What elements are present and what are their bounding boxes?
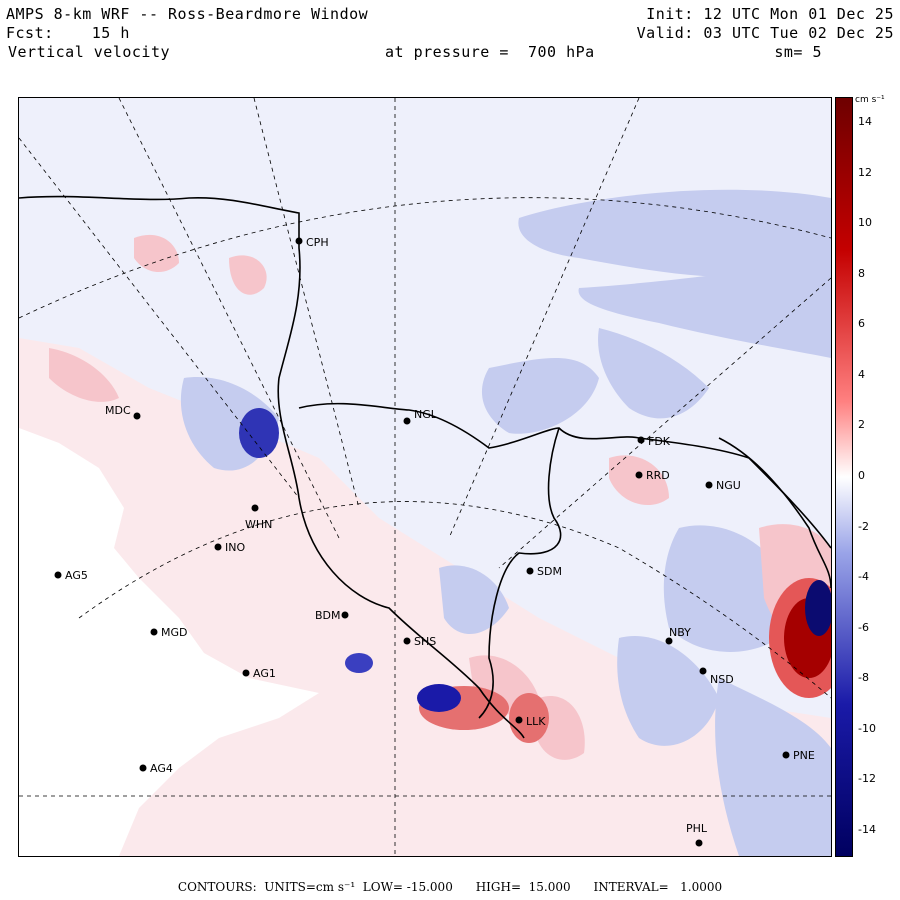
station-bdm: BDM [315, 609, 349, 622]
station-ino: INO [214, 541, 245, 554]
station-ag4: AG4 [139, 762, 173, 775]
contour-info: CONTOURS: UNITS=cm s⁻¹ LOW= -15.000 HIGH… [177, 880, 723, 894]
stations-layer: CPH MDC NGL FDK RRD NGU WHN INO AG5 MGD … [54, 236, 815, 847]
station-label: SDM [537, 565, 562, 578]
station-label: AG4 [150, 762, 173, 775]
color-scale-tick: -2 [858, 519, 869, 533]
station-label: INO [225, 541, 245, 554]
station-ngu: NGU [705, 479, 741, 492]
station-label: MGD [161, 626, 188, 639]
init-time: Init: 12 UTC Mon 01 Dec 25 [646, 5, 894, 23]
station-ngl: NGL [403, 408, 438, 425]
station-phl: PHL [686, 822, 708, 847]
color-scale-unit: cm s⁻¹ [855, 95, 885, 105]
smoothing: sm= 5 [774, 43, 822, 61]
color-scale-tick: -14 [858, 822, 876, 836]
station-shs: SHS [403, 635, 436, 648]
station-ag1: AG1 [242, 667, 276, 680]
color-scale-tick: -10 [858, 721, 876, 735]
station-nsd: NSD [699, 667, 734, 686]
color-scale-tick: -6 [858, 620, 869, 634]
field-name: Vertical velocity [8, 43, 171, 61]
station-mgd: MGD [150, 626, 188, 639]
color-scale-tick: 2 [858, 418, 865, 432]
color-scale-tick: -4 [858, 570, 869, 584]
station-label: WHN [245, 518, 272, 531]
color-scale-tick: 0 [858, 469, 865, 482]
color-scale-tick: 6 [858, 317, 865, 331]
color-scale-tick: -8 [858, 671, 869, 685]
station-label: FDK [648, 435, 671, 448]
station-label: MDC [105, 404, 131, 417]
color-scale-tick: 4 [858, 367, 865, 381]
valid-time: Valid: 03 UTC Tue 02 Dec 25 [636, 24, 894, 42]
color-scale-tick: -12 [858, 772, 876, 786]
graticule [19, 98, 831, 856]
station-mdc: MDC [105, 404, 141, 420]
no-data-region [19, 428, 319, 856]
station-label: PNE [793, 749, 815, 762]
station-label: AG5 [65, 569, 88, 582]
station-ag5: AG5 [54, 569, 88, 582]
strong-descent-core [239, 408, 831, 712]
station-rrd: RRD [635, 469, 670, 482]
station-pne: PNE [782, 749, 815, 762]
station-fdk: FDK [637, 435, 671, 448]
map-title: AMPS 8-km WRF -- Ross-Beardmore Window [6, 5, 369, 23]
station-label: NGU [716, 479, 741, 492]
station-label: PHL [686, 822, 708, 835]
color-scale-tick: 8 [858, 266, 865, 280]
station-label: SHS [414, 635, 436, 648]
map-svg: CPH MDC NGL FDK RRD NGU WHN INO AG5 MGD … [19, 98, 831, 856]
color-scale-tick: 14 [858, 115, 872, 129]
station-label: LLK [526, 715, 546, 728]
station-nby: NBY [665, 626, 691, 645]
station-label: NBY [669, 626, 691, 639]
station-label: AG1 [253, 667, 276, 680]
pressure-level: at pressure = 700 hPa [385, 43, 595, 61]
station-sdm: SDM [526, 565, 562, 578]
vertical-velocity-map: CPH MDC NGL FDK RRD NGU WHN INO AG5 MGD … [18, 97, 832, 857]
station-llk: LLK [515, 715, 546, 728]
forecast-hour: Fcst: 15 h [6, 24, 130, 42]
color-scale-tick: 12 [858, 165, 872, 179]
station-label: RRD [646, 469, 670, 482]
station-label: NGL [414, 408, 438, 421]
color-scale-tick: 10 [858, 216, 872, 230]
station-whn: WHN [245, 504, 272, 531]
station-label: NSD [710, 673, 734, 686]
coastline [19, 195, 831, 739]
station-cph: CPH [295, 236, 329, 249]
color-scale-bar [835, 97, 853, 857]
station-label: CPH [306, 236, 329, 249]
station-label: BDM [315, 609, 341, 622]
